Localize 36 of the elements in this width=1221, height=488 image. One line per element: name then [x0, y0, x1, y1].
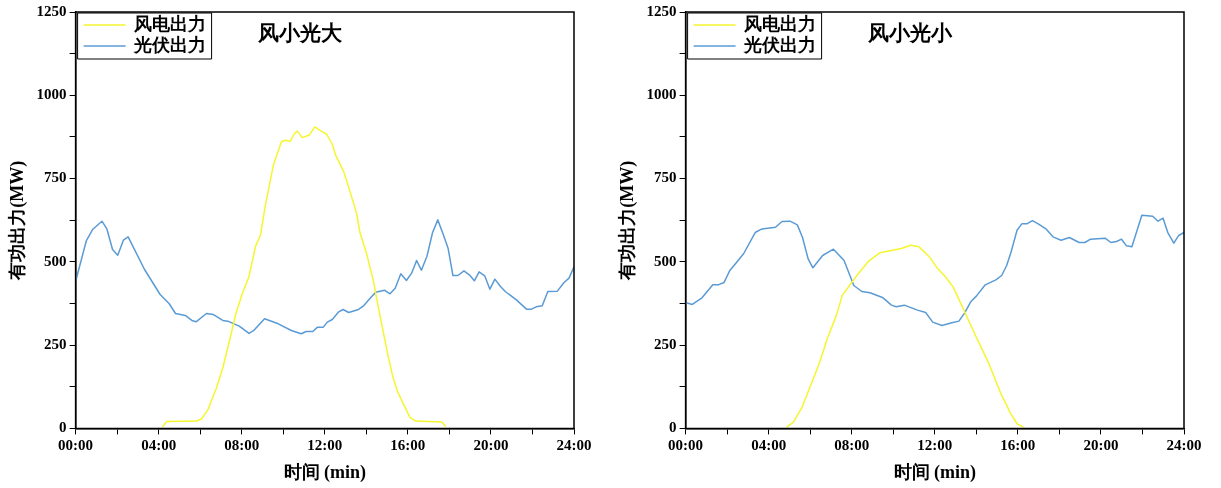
- x-tick-label: 20:00: [473, 437, 509, 454]
- y-tick-label: 0: [669, 419, 677, 436]
- x-tick-label: 16:00: [390, 437, 426, 454]
- y-tick-label: 1250: [646, 2, 677, 19]
- legend-label: 风电出力: [132, 13, 206, 34]
- y-tick-label: 1000: [36, 86, 67, 103]
- chart-title: 风小光大: [256, 20, 343, 45]
- x-tick-label: 16:00: [1000, 437, 1036, 454]
- x-axis-title: 时间 (min): [893, 461, 977, 483]
- y-tick-label: 1250: [36, 2, 67, 19]
- chart-title: 风小光小: [866, 20, 953, 45]
- x-tick-label: 08:00: [224, 437, 260, 454]
- y-tick-label: 750: [654, 169, 677, 186]
- x-tick-label: 00:00: [668, 437, 704, 454]
- x-axis-title: 时间 (min): [283, 461, 367, 483]
- y-tick-label: 0: [59, 419, 67, 436]
- y-tick-label: 250: [44, 335, 67, 352]
- y-axis-title: 有功出力(MW): [7, 160, 29, 281]
- y-tick-label: 1000: [646, 86, 677, 103]
- y-tick-label: 750: [44, 169, 67, 186]
- x-tick-label: 00:00: [58, 437, 94, 454]
- x-tick-label: 04:00: [751, 437, 787, 454]
- y-axis-title: 有功出力(MW): [617, 160, 639, 281]
- x-tick-label: 04:00: [141, 437, 177, 454]
- x-tick-label: 12:00: [307, 437, 343, 454]
- x-tick-label: 20:00: [1083, 437, 1119, 454]
- y-tick-label: 500: [654, 252, 677, 269]
- legend-label: 光伏出力: [132, 34, 206, 55]
- x-tick-label: 08:00: [834, 437, 870, 454]
- x-tick-label: 24:00: [1166, 437, 1202, 454]
- y-tick-label: 250: [654, 335, 677, 352]
- legend-label: 风电出力: [742, 13, 816, 34]
- x-tick-label: 24:00: [556, 437, 592, 454]
- legend-label: 光伏出力: [742, 34, 816, 55]
- y-tick-label: 500: [44, 252, 67, 269]
- x-tick-label: 12:00: [917, 437, 953, 454]
